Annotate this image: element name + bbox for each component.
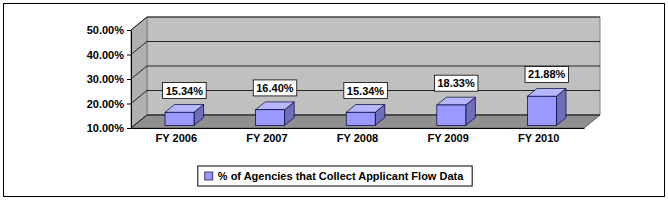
x-tick: FY 2006 bbox=[156, 132, 197, 144]
x-tick-label: FY 2006 bbox=[156, 132, 197, 144]
x-tick: FY 2009 bbox=[427, 132, 468, 144]
y-tick-mark bbox=[127, 79, 131, 80]
bar bbox=[346, 112, 375, 125]
data-label: 15.34% bbox=[166, 85, 204, 97]
legend-swatch bbox=[205, 172, 213, 180]
data-label: 16.40% bbox=[256, 82, 294, 94]
bar-group bbox=[437, 97, 476, 125]
bar-top bbox=[165, 105, 204, 113]
y-tick-label: 30.00% bbox=[87, 73, 125, 85]
grid-line bbox=[131, 17, 600, 30]
y-tick: 20.00% bbox=[87, 98, 131, 110]
data-label: 18.33% bbox=[437, 77, 475, 89]
x-axis: FY 2006 FY 2007 FY 2008 FY 2009 FY 2010 bbox=[132, 129, 585, 144]
x-tick-label: FY 2008 bbox=[337, 132, 378, 144]
y-tick-label: 40.00% bbox=[87, 49, 125, 61]
y-axis-line bbox=[131, 31, 132, 129]
y-tick: 10.00% bbox=[87, 122, 131, 134]
data-label-box bbox=[163, 83, 207, 99]
x-tick: FY 2008 bbox=[337, 132, 378, 144]
chart-border bbox=[4, 4, 665, 197]
bar bbox=[165, 112, 194, 125]
bar-group bbox=[346, 105, 385, 126]
data-label-group: 18.33% bbox=[434, 75, 478, 91]
y-tick-label: 20.00% bbox=[87, 98, 125, 110]
data-labels: 15.34% 16.40% 15.34% 18.33% 21.88% bbox=[163, 66, 569, 98]
bar-top bbox=[437, 97, 476, 105]
grid bbox=[131, 17, 600, 128]
grid-line bbox=[131, 42, 600, 55]
legend-box bbox=[198, 166, 472, 186]
y-tick: 50.00% bbox=[87, 24, 131, 36]
data-label-group: 21.88% bbox=[525, 66, 569, 82]
x-tick: FY 2007 bbox=[246, 132, 287, 144]
y-tick-label: 50.00% bbox=[87, 24, 125, 36]
y-tick-mark bbox=[127, 30, 131, 31]
bar-top bbox=[527, 88, 566, 96]
y-tick-label: 10.00% bbox=[87, 122, 125, 134]
x-axis-line bbox=[132, 128, 585, 129]
bar-group bbox=[527, 88, 566, 125]
data-label: 21.88% bbox=[528, 68, 566, 80]
data-label-box bbox=[434, 75, 478, 91]
y-tick-mark bbox=[127, 128, 131, 129]
legend-label: % of Agencies that Collect Applicant Flo… bbox=[218, 170, 464, 182]
x-tick-label: FY 2009 bbox=[427, 132, 468, 144]
y-axis: 10.00% 20.00% 30.00% 40.00% 50.00% bbox=[87, 24, 132, 134]
x-tick-label: FY 2007 bbox=[246, 132, 287, 144]
bar-group bbox=[256, 102, 295, 125]
x-tick: FY 2010 bbox=[518, 132, 559, 144]
bar bbox=[527, 96, 556, 125]
data-label-box bbox=[344, 83, 388, 99]
bar-top bbox=[256, 102, 295, 110]
legend: % of Agencies that Collect Applicant Flo… bbox=[198, 166, 472, 186]
data-label-group: 15.34% bbox=[344, 83, 388, 99]
y-tick: 40.00% bbox=[87, 49, 131, 61]
data-label-box bbox=[525, 66, 569, 82]
y-tick-mark bbox=[127, 55, 131, 56]
bar bbox=[437, 105, 466, 125]
data-label-box bbox=[253, 80, 297, 96]
chart: 15.34% 16.40% 15.34% 18.33% 21.88% 10.00% 20.0… bbox=[0, 0, 668, 200]
bar bbox=[256, 110, 285, 126]
bar-top bbox=[346, 105, 385, 113]
x-tick-label: FY 2010 bbox=[518, 132, 559, 144]
data-label-group: 16.40% bbox=[253, 80, 297, 96]
y-tick: 30.00% bbox=[87, 73, 131, 85]
y-tick-mark bbox=[127, 104, 131, 105]
data-label-group: 15.34% bbox=[163, 83, 207, 99]
data-label: 15.34% bbox=[347, 85, 385, 97]
bar-group bbox=[165, 105, 204, 126]
